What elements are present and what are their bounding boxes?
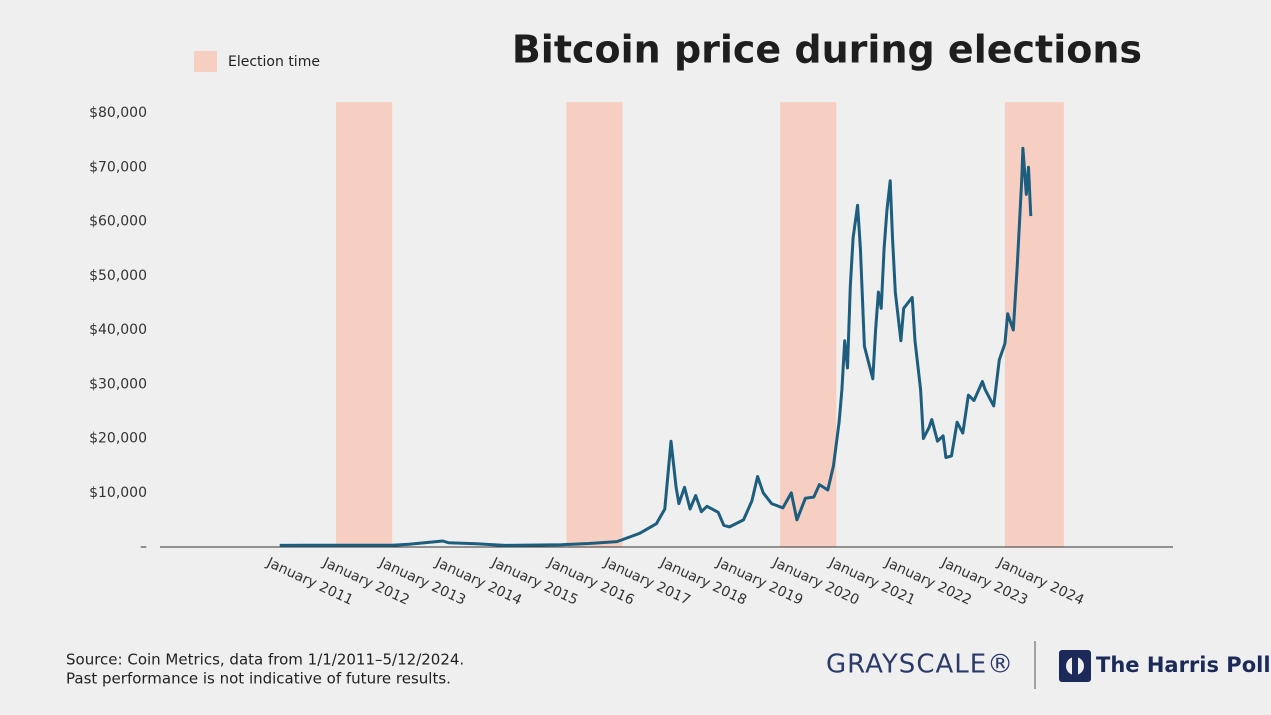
grayscale-logo: GRAYSCALE® [826, 650, 1014, 680]
election-band [566, 102, 623, 548]
footnote: Past performance is not indicative of fu… [66, 670, 451, 688]
y-tick-label: $30,000 [89, 376, 147, 392]
price-line [279, 146, 1033, 547]
y-tick-label: $60,000 [89, 214, 147, 230]
footnote: Source: Coin Metrics, data from 1/1/2011… [66, 651, 464, 669]
y-tick-label: $70,000 [89, 159, 147, 175]
harris-logo: The Harris Poll [1096, 653, 1271, 677]
legend-label: Election time [228, 54, 320, 70]
y-tick-label: – [140, 539, 147, 555]
y-tick-label: $10,000 [89, 485, 147, 501]
y-tick-label: $40,000 [89, 322, 147, 338]
election-band [335, 102, 393, 548]
y-tick-label: $20,000 [89, 431, 147, 447]
harris-icon [1059, 650, 1091, 682]
election-band [780, 102, 837, 548]
legend-swatch [194, 51, 217, 72]
y-tick-label: $50,000 [89, 268, 147, 284]
chart-title: Bitcoin price during elections [512, 28, 1142, 72]
y-tick-label: $80,000 [89, 105, 147, 121]
